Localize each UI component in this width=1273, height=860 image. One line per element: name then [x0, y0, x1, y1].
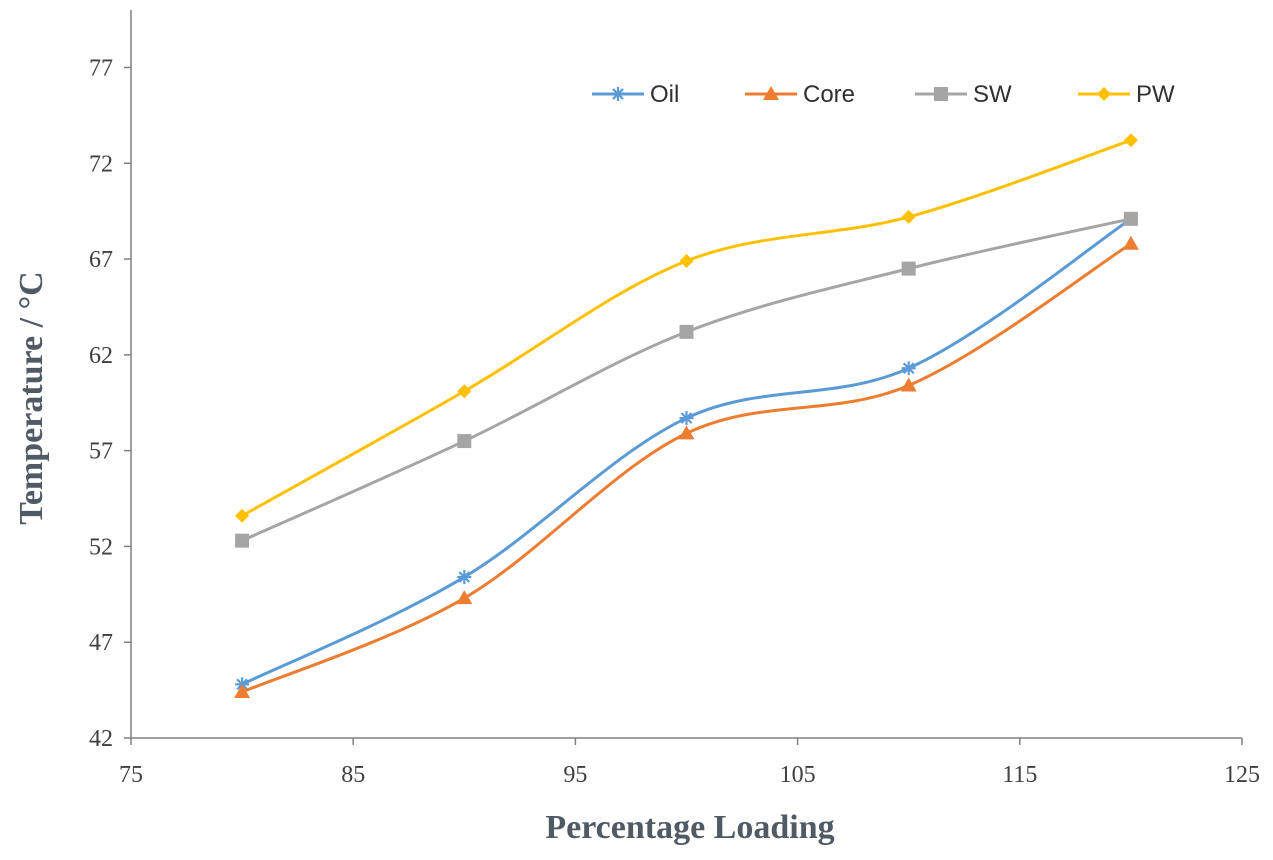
x-tick-label: 105: [780, 762, 816, 788]
data-point-sw: [1123, 211, 1138, 226]
x-tick-label: 115: [1002, 762, 1037, 788]
legend-item-sw: SW: [915, 81, 1012, 108]
legend-label: Core: [803, 81, 855, 108]
data-point-core: [678, 425, 695, 440]
x-tick-label: 75: [119, 762, 143, 788]
legend-item-pw: PW: [1078, 81, 1175, 108]
data-point-core: [900, 377, 917, 392]
legend-marker: [934, 87, 948, 101]
legend-item-core: Core: [745, 81, 855, 108]
legend-label: SW: [973, 81, 1012, 108]
data-point-pw: [901, 209, 916, 224]
legend-label: PW: [1136, 81, 1175, 108]
x-tick-label: 125: [1224, 762, 1260, 788]
legend-marker: [1097, 87, 1111, 101]
data-point-core: [1122, 235, 1139, 250]
data-point-sw: [679, 324, 694, 339]
legend-label: Oil: [650, 81, 679, 108]
series-core: [234, 235, 1139, 699]
legend-marker: [763, 86, 779, 100]
data-point-sw: [901, 261, 916, 276]
y-tick-label: 57: [89, 439, 113, 465]
x-axis-title: Percentage Loading: [545, 809, 834, 846]
data-point-core: [234, 684, 251, 699]
data-point-sw: [457, 434, 472, 449]
series-sw: [235, 211, 1138, 548]
y-axis-title: Temperature / °C: [13, 271, 50, 524]
y-tick-label: 42: [89, 726, 113, 752]
data-point-pw: [1123, 133, 1138, 148]
data-point-pw: [457, 384, 472, 399]
data-point-pw: [235, 508, 250, 523]
x-tick-label: 95: [563, 762, 587, 788]
y-tick-label: 67: [89, 247, 113, 273]
y-tick-label: 72: [89, 151, 113, 177]
y-tick-label: 77: [89, 55, 113, 81]
x-tick-label: 85: [341, 762, 365, 788]
data-point-oil: [901, 361, 916, 376]
x-axis-ticks: 75 85 95 105 115 125: [119, 738, 1260, 788]
series-pw: [235, 133, 1138, 523]
data-point-sw: [235, 533, 250, 548]
series-oil: [235, 211, 1138, 692]
data-point-oil: [457, 570, 472, 585]
y-tick-label: 47: [89, 630, 113, 656]
data-point-pw: [679, 253, 694, 268]
legend-item-oil: Oil: [592, 81, 679, 108]
y-tick-label: 62: [89, 343, 113, 369]
y-axis-ticks: 42 47 52 57 62 67 72 77: [89, 55, 131, 752]
legend: Oil Core SW PW: [592, 81, 1175, 108]
y-tick-label: 52: [89, 534, 113, 560]
legend-marker: [611, 87, 625, 101]
series-layer: [234, 133, 1139, 699]
series-line-oil: [241, 217, 1132, 686]
data-point-core: [456, 590, 473, 605]
axes: [130, 10, 1242, 739]
data-point-oil: [679, 411, 694, 426]
